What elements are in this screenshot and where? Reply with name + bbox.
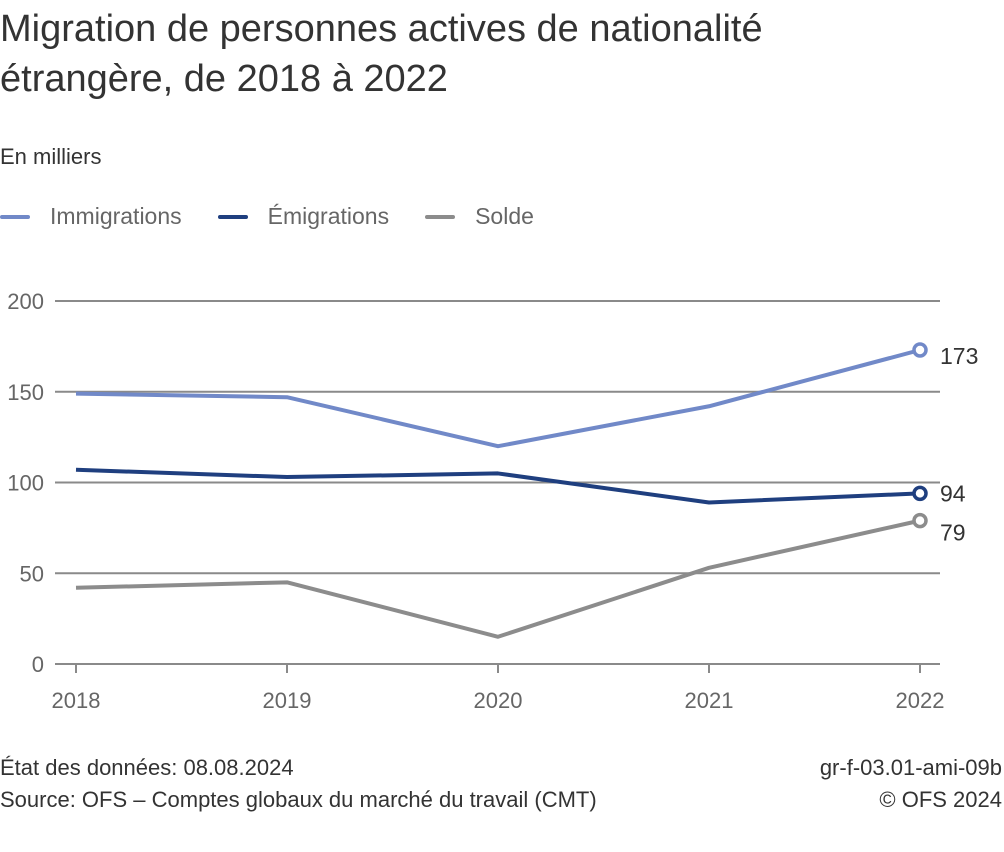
y-tick-label: 200 (7, 289, 44, 314)
x-tick-label: 2018 (52, 688, 101, 713)
legend-label: Immigrations (50, 203, 182, 229)
end-marker (912, 512, 928, 529)
chart-title: Migration de personnes actives de nation… (0, 8, 763, 100)
y-tick-label: 50 (20, 561, 44, 586)
end-marker (912, 485, 928, 502)
legend-swatch-emigrations (217, 214, 248, 219)
x-tick-label: 2022 (896, 688, 945, 713)
y-tick-label: 100 (7, 471, 44, 496)
legend-label: Émigrations (267, 203, 390, 229)
legend: Immigrations Émigrations Solde (0, 203, 570, 230)
end-value-label: 173 (940, 343, 978, 369)
source-note: Source: OFS – Comptes globaux du marché … (0, 787, 597, 812)
data-date: État des données: 08.08.2024 (0, 755, 294, 780)
end-marker (912, 342, 928, 358)
x-tick-label: 2020 (474, 688, 523, 713)
legend-item-emigrations[interactable]: Émigrations (217, 203, 390, 230)
footer-left: État des données: 08.08.2024 Source: OFS… (0, 752, 640, 816)
legend-item-immigrations[interactable]: Immigrations (0, 203, 182, 230)
legend-item-solde[interactable]: Solde (425, 203, 534, 230)
end-value-label: 79 (940, 520, 966, 546)
legend-label: Solde (475, 203, 534, 229)
legend-swatch-solde (425, 214, 456, 219)
series-line-immigrations (75, 348, 921, 449)
series-line-émigrations (75, 467, 921, 505)
chart-id: gr-f-03.01-ami-09b (819, 755, 1002, 780)
line-chart: 0 50 100 150 200 2018 2019 2020 2021 2022 173 94 7… (7, 289, 978, 713)
chart-subtitle: En milliers (0, 144, 102, 169)
y-tick-label: 150 (7, 380, 44, 405)
copyright: © OFS 2024 (879, 787, 1002, 812)
x-tick-label: 2019 (263, 688, 312, 713)
legend-swatch-immigrations (0, 214, 30, 219)
y-tick-label: 0 (32, 652, 44, 677)
series-line-solde (75, 518, 921, 639)
end-value-label: 94 (940, 480, 966, 506)
x-tick-label: 2021 (685, 688, 734, 713)
footer-right: gr-f-03.01-ami-09b © OFS 2024 (820, 752, 1002, 816)
